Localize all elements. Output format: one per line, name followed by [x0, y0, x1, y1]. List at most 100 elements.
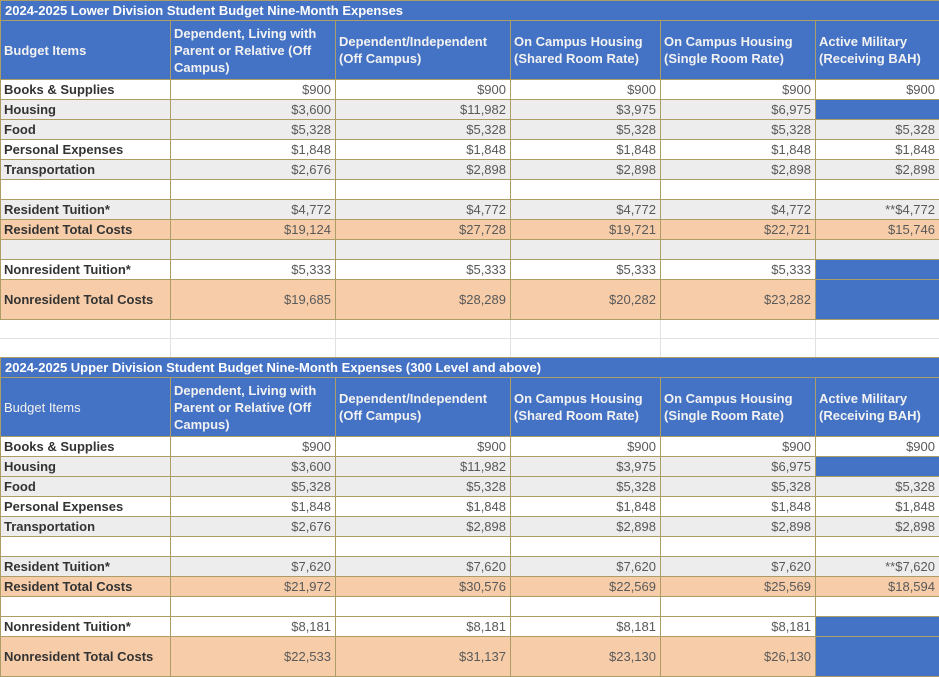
- value-cell: $15,746: [816, 220, 939, 240]
- value-cell: $8,181: [661, 617, 816, 637]
- row-label: Resident Tuition*: [1, 557, 171, 577]
- value-cell: $8,181: [511, 617, 661, 637]
- table-row: Transportation$2,676$2,898$2,898$2,898$2…: [1, 160, 939, 180]
- table-row: Resident Total Costs$19,124$27,728$19,72…: [1, 220, 939, 240]
- value-cell: $7,620: [661, 557, 816, 577]
- value-cell: $900: [511, 437, 661, 457]
- column-header: On Campus Housing (Shared Room Rate): [511, 378, 661, 437]
- value-cell: $4,772: [336, 200, 511, 220]
- value-cell: $900: [336, 437, 511, 457]
- row-label: Nonresident Tuition*: [1, 260, 171, 280]
- value-cell: $4,772: [661, 200, 816, 220]
- empty-grid-row: [0, 320, 939, 339]
- table-row: Resident Total Costs$21,972$30,576$22,56…: [1, 577, 939, 597]
- row-label: Transportation: [1, 160, 171, 180]
- empty-row: [1, 597, 939, 617]
- value-cell: $5,328: [336, 477, 511, 497]
- table-row: Food$5,328$5,328$5,328$5,328$5,328: [1, 477, 939, 497]
- value-cell: $2,898: [816, 517, 939, 537]
- row-label: Food: [1, 120, 171, 140]
- value-cell: $2,898: [661, 160, 816, 180]
- value-cell: $2,898: [336, 160, 511, 180]
- table-row: Housing$3,600$11,982$3,975$6,975: [1, 457, 939, 477]
- value-cell: $1,848: [336, 140, 511, 160]
- value-cell: $11,982: [336, 100, 511, 120]
- value-cell: $11,982: [336, 457, 511, 477]
- value-cell: $5,328: [816, 477, 939, 497]
- value-cell: $30,576: [336, 577, 511, 597]
- value-cell: [816, 537, 939, 557]
- column-header: On Campus Housing (Single Room Rate): [661, 378, 816, 437]
- empty-row: [1, 180, 939, 200]
- value-cell: $3,975: [511, 457, 661, 477]
- value-cell: [816, 180, 939, 200]
- blue-filled-cell: [816, 457, 939, 477]
- column-header: Active Military (Receiving BAH): [816, 21, 939, 80]
- row-label: Transportation: [1, 517, 171, 537]
- value-cell: $3,600: [171, 457, 336, 477]
- value-cell: $2,898: [511, 517, 661, 537]
- row-label: [1, 240, 171, 260]
- row-label: Nonresident Tuition*: [1, 617, 171, 637]
- row-label: Nonresident Total Costs: [1, 280, 171, 320]
- table-row: Nonresident Tuition*$5,333$5,333$5,333$5…: [1, 260, 939, 280]
- table-row: Personal Expenses$1,848$1,848$1,848$1,84…: [1, 497, 939, 517]
- value-cell: $5,333: [661, 260, 816, 280]
- column-header: On Campus Housing (Single Room Rate): [661, 21, 816, 80]
- value-cell: $19,721: [511, 220, 661, 240]
- value-cell: $26,130: [661, 637, 816, 677]
- value-cell: $4,772: [511, 200, 661, 220]
- value-cell: [661, 597, 816, 617]
- table-row: Nonresident Total Costs$19,685$28,289$20…: [1, 280, 939, 320]
- value-cell: [816, 597, 939, 617]
- value-cell: [171, 537, 336, 557]
- empty-grid-cell: [815, 320, 939, 339]
- row-label: Housing: [1, 457, 171, 477]
- spreadsheet-gridline-gap: [0, 320, 939, 357]
- column-header: Dependent, Living with Parent or Relativ…: [171, 21, 336, 80]
- value-cell: $3,600: [171, 100, 336, 120]
- value-cell: $2,676: [171, 160, 336, 180]
- upper-division-budget-table: 2024-2025 Upper Division Student Budget …: [0, 357, 939, 677]
- value-cell: [171, 597, 336, 617]
- value-cell: $22,721: [661, 220, 816, 240]
- value-cell: $1,848: [816, 497, 939, 517]
- value-cell: $27,728: [336, 220, 511, 240]
- value-cell: [661, 240, 816, 260]
- row-label: Books & Supplies: [1, 80, 171, 100]
- column-header: Dependent, Living with Parent or Relativ…: [171, 378, 336, 437]
- table-row: Housing$3,600$11,982$3,975$6,975: [1, 100, 939, 120]
- value-cell: $8,181: [171, 617, 336, 637]
- value-cell: $7,620: [171, 557, 336, 577]
- lower-division-budget-table: 2024-2025 Lower Division Student Budget …: [0, 0, 939, 320]
- value-cell: [661, 180, 816, 200]
- table-title: 2024-2025 Lower Division Student Budget …: [1, 1, 939, 21]
- value-cell: $22,533: [171, 637, 336, 677]
- value-cell: $5,328: [336, 120, 511, 140]
- value-cell: $1,848: [816, 140, 939, 160]
- empty-grid-cell: [0, 320, 170, 339]
- value-cell: [511, 597, 661, 617]
- empty-grid-cell: [815, 339, 939, 358]
- value-cell: $900: [661, 80, 816, 100]
- empty-grid-cell: [0, 339, 170, 358]
- value-cell: $4,772: [171, 200, 336, 220]
- table-row: Transportation$2,676$2,898$2,898$2,898$2…: [1, 517, 939, 537]
- table-row: Resident Tuition*$7,620$7,620$7,620$7,62…: [1, 557, 939, 577]
- blue-filled-cell: [816, 637, 939, 677]
- empty-grid-cell: [660, 320, 815, 339]
- value-cell: $3,975: [511, 100, 661, 120]
- value-cell: $1,848: [511, 497, 661, 517]
- value-cell: $2,898: [336, 517, 511, 537]
- value-cell: $2,898: [511, 160, 661, 180]
- value-cell: [511, 240, 661, 260]
- value-cell: [511, 180, 661, 200]
- value-cell: **$7,620: [816, 557, 939, 577]
- empty-grid-cell: [510, 320, 660, 339]
- row-label: Nonresident Total Costs: [1, 637, 171, 677]
- value-cell: $5,328: [816, 120, 939, 140]
- empty-grid-cell: [335, 320, 510, 339]
- empty-row: [1, 240, 939, 260]
- row-label: Books & Supplies: [1, 437, 171, 457]
